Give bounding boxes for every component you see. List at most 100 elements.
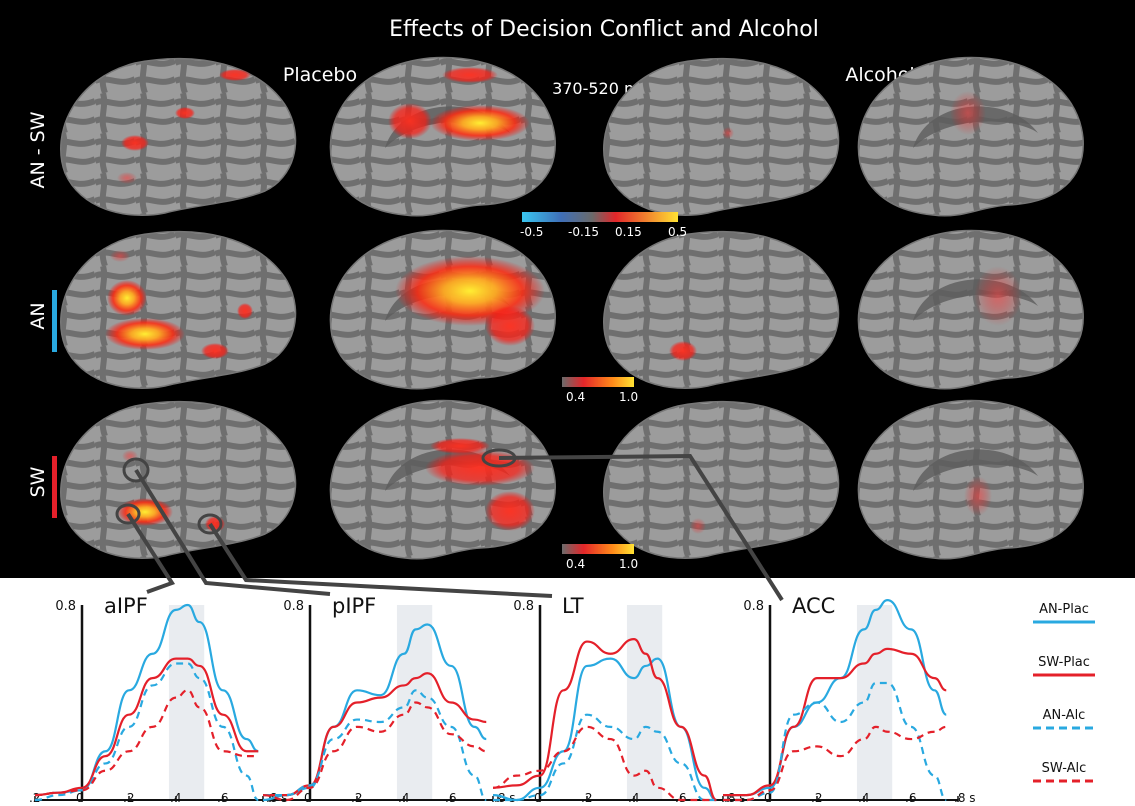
roi-connectors [115, 448, 784, 602]
x-tick-label: .6 [675, 791, 686, 805]
activation-blob [669, 341, 697, 361]
row-label-an-sw: AN - SW [27, 111, 49, 188]
activation-blob [121, 135, 149, 151]
series-line-an-plac [722, 599, 947, 797]
callosum-shape [913, 106, 1038, 148]
x-tick-label: .4 [398, 791, 409, 805]
series-line-sw-plac [492, 638, 717, 802]
cortex-shape [60, 57, 297, 216]
colorbar-an: 0.4 1.0 [562, 377, 638, 404]
roi-title: pIPF [332, 594, 376, 618]
brain-surface [60, 57, 297, 216]
activation-blob [430, 438, 490, 454]
x-tick-label: 0 [304, 791, 312, 805]
x-tick-label: .6 [905, 791, 916, 805]
activation-blob [175, 107, 195, 119]
brain-surface [603, 57, 840, 216]
roi-circle-pipf [122, 457, 150, 483]
activation-blob [105, 318, 185, 350]
activation-blob [485, 491, 535, 531]
callosum-shape [913, 449, 1038, 491]
connector-lt [208, 522, 553, 598]
activation-blob [110, 250, 130, 262]
activation-blob [485, 306, 535, 346]
series-line-sw-plac [34, 657, 259, 797]
activation-blob [107, 280, 147, 316]
cortex-shape [60, 230, 297, 389]
colorbar-sw-tick: 0.4 [566, 557, 585, 571]
roi-title: ACC [792, 594, 835, 618]
legend-label: AN-Alc [1043, 708, 1086, 723]
colorbar-sw-gradient [562, 544, 634, 554]
activation-blob [201, 343, 229, 359]
figure-title: Effects of Decision Conflict and Alcohol [389, 17, 819, 42]
x-tick-label: .8 s [954, 791, 976, 805]
cortex-shape [857, 56, 1084, 217]
legend: AN-Plac SW-Plac AN-Alc SW-Alc [1033, 602, 1095, 783]
plot-panel-acc: 0.8 ACC 0 .2 .4 .6 .8 s [722, 594, 976, 805]
activation-blob [117, 172, 137, 184]
series-line-an-alc [262, 689, 487, 802]
activation-blob [690, 518, 706, 534]
activation-blob [974, 266, 1022, 326]
series-line-sw-alc [34, 689, 259, 797]
x-tick-label: .4 [858, 791, 869, 805]
connector-aipf [126, 512, 176, 594]
x-tick-label: .2 [811, 791, 822, 805]
cortex-shape [603, 400, 840, 559]
label-time-window: 370-520 ms [552, 79, 648, 98]
label-placebo: Placebo [283, 64, 357, 86]
activation-blob [950, 91, 986, 135]
colorbar-contrast-tick: 0.15 [615, 225, 642, 239]
colorbar-contrast-tick: 0.5 [668, 225, 687, 239]
x-tick-label: 0 [76, 791, 84, 805]
roi-circle-lt [197, 513, 223, 535]
legend-label: AN-Plac [1039, 602, 1089, 617]
activation-blob [722, 127, 734, 139]
plot-panel-aipf: 0.8 aIPF.2 0.2.4.6.8 s [29, 594, 288, 805]
brain-surface [329, 56, 556, 217]
x-tick-label: 0 [534, 791, 542, 805]
x-tick-label: .6 [217, 791, 228, 805]
brain-grid [60, 56, 1084, 560]
activation-blob [219, 69, 251, 81]
x-tick-label: .8 s [724, 791, 746, 805]
x-tick-label: .2 [29, 791, 40, 805]
activation-blob [964, 476, 992, 516]
brain-surface [60, 230, 297, 389]
x-tick-label: .2 [581, 791, 592, 805]
activation-blob [442, 67, 498, 83]
y-tick-label: 0.8 [743, 599, 764, 614]
highlight-window [168, 605, 205, 800]
legend-label: SW-Alc [1042, 761, 1087, 776]
brain-surface [857, 399, 1084, 560]
y-tick-label: 0.8 [55, 599, 76, 614]
x-tick-label: .6 [445, 791, 456, 805]
colorbar-sw-tick: 1.0 [619, 557, 638, 571]
roi-title: LT [562, 594, 584, 618]
colorbar-an-tick: 1.0 [619, 390, 638, 404]
activation-blob [430, 105, 530, 141]
connector-pipf [134, 468, 331, 596]
y-tick-label: 0.8 [513, 599, 534, 614]
roi-circle-aipf [115, 503, 141, 525]
row-marker-an [52, 290, 57, 352]
activation-blob [388, 103, 432, 139]
colorbar-contrast: -0.5 -0.15 0.15 0.5 [520, 212, 687, 239]
series-line-an-plac [262, 623, 487, 802]
series-line-sw-alc [723, 725, 947, 802]
brain-surface [603, 400, 840, 559]
highlight-window [626, 605, 663, 800]
series-line-sw-plac [722, 647, 947, 797]
brain-surface [329, 399, 556, 560]
colorbar-sw: 0.4 1.0 [562, 544, 638, 571]
roi-title: aIPF [104, 594, 148, 618]
brain-surface [329, 229, 556, 390]
activation-blob [237, 303, 253, 319]
colorbar-an-gradient [562, 377, 634, 387]
series-line-an-plac [492, 657, 717, 802]
row-label-sw: SW [27, 466, 49, 497]
x-tick-label: .4 [170, 791, 181, 805]
